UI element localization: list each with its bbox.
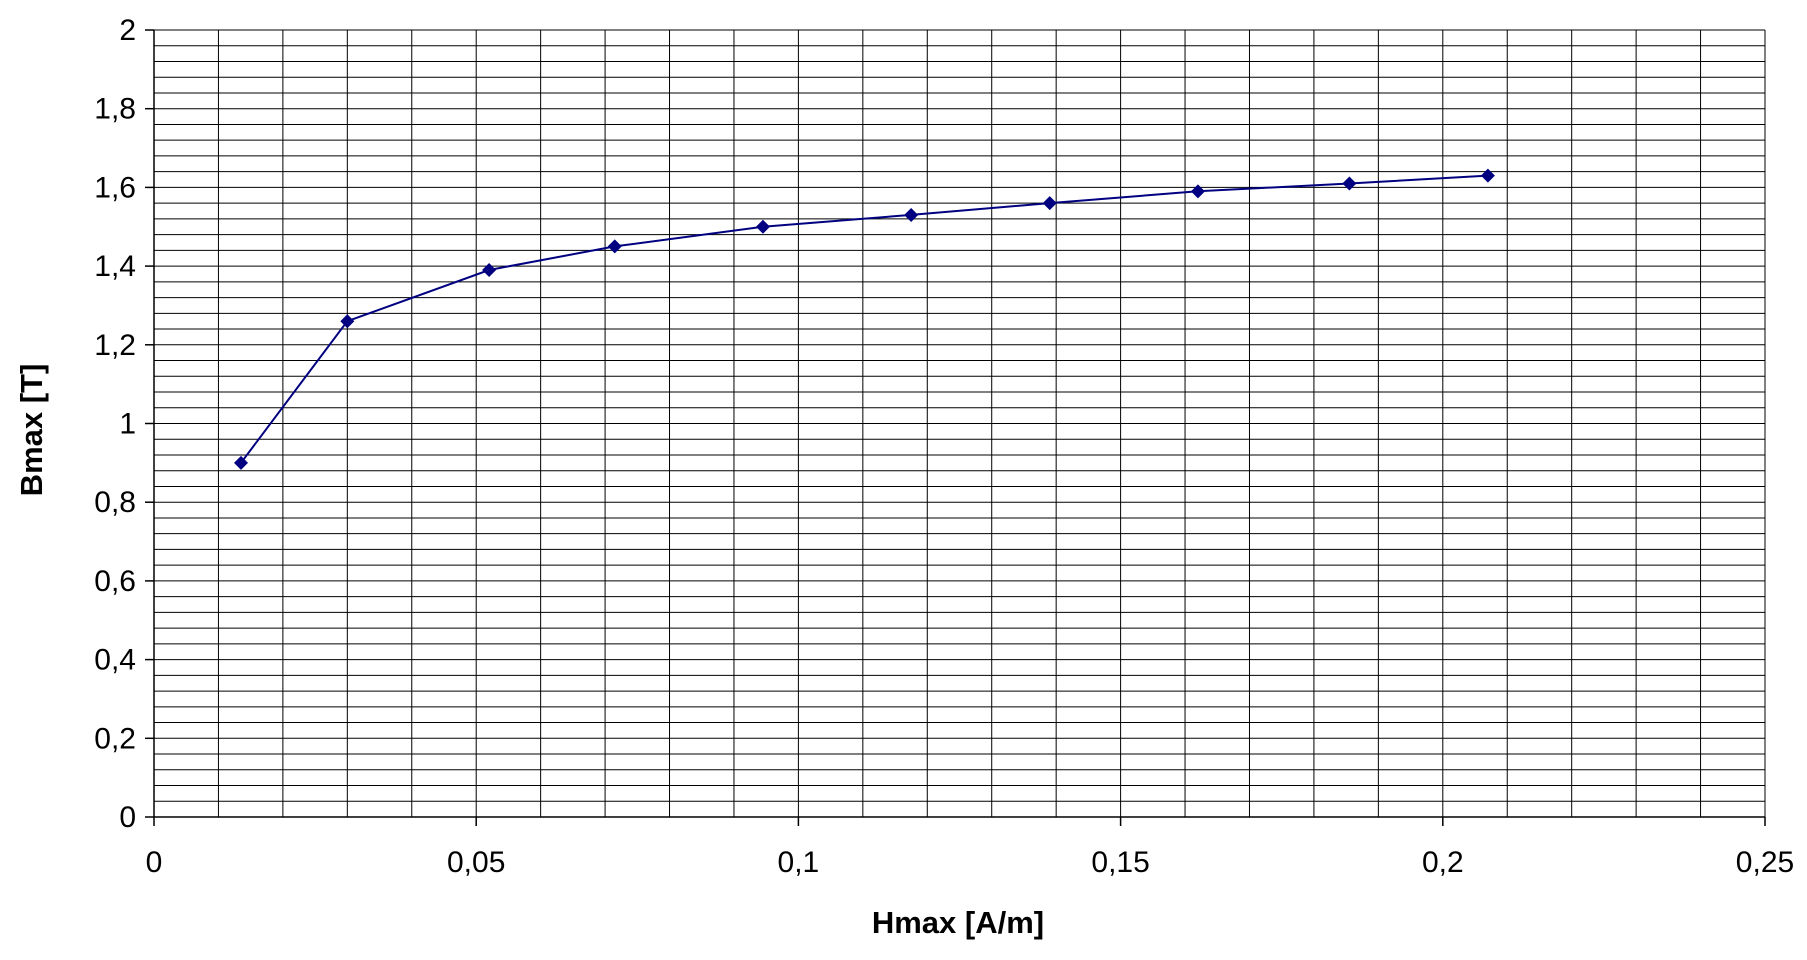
data-point	[904, 207, 919, 222]
x-tick-label: 0,1	[778, 846, 820, 879]
y-tick-label: 1,4	[94, 250, 136, 283]
x-tick-label: 0,25	[1736, 846, 1794, 879]
grid	[154, 29, 1766, 817]
data-point	[1342, 176, 1357, 191]
y-tick-label: 1,2	[94, 329, 136, 362]
data-point	[233, 455, 248, 470]
data-point	[1190, 184, 1205, 199]
y-tick-label: 0,6	[94, 565, 136, 598]
data-point	[340, 314, 355, 329]
data-point	[1480, 168, 1495, 183]
data-point	[1042, 196, 1057, 211]
x-tick-label: 0,05	[447, 846, 505, 879]
y-tick-label: 1,6	[94, 171, 136, 204]
y-tick-label: 1	[119, 408, 136, 441]
data-point	[607, 239, 622, 254]
y-tick-label: 2	[119, 14, 136, 47]
x-tick-label: 0,15	[1091, 846, 1149, 879]
y-tick-label: 0,4	[94, 644, 136, 677]
axes	[145, 29, 1766, 826]
series-line	[240, 174, 1488, 464]
series-layer	[233, 168, 1495, 470]
data-point	[482, 263, 497, 278]
x-tick-label: 0	[146, 846, 163, 879]
y-axis-title: Bmax [T]	[14, 364, 49, 497]
x-tick-label: 0,2	[1422, 846, 1464, 879]
data-point	[755, 219, 770, 234]
y-tick-label: 1,8	[94, 93, 136, 126]
x-axis-title: Hmax [A/m]	[872, 905, 1044, 940]
y-tick-label: 0	[119, 801, 136, 834]
y-tick-label: 0,8	[94, 486, 136, 519]
tick-labels: 0 0,2 0,4 0,6 0,8 1 1,2 1,4 1,6 1,8 2 0 0,05 0,1 0,15 0…	[94, 14, 1794, 879]
y-tick-label: 0,2	[94, 722, 136, 755]
